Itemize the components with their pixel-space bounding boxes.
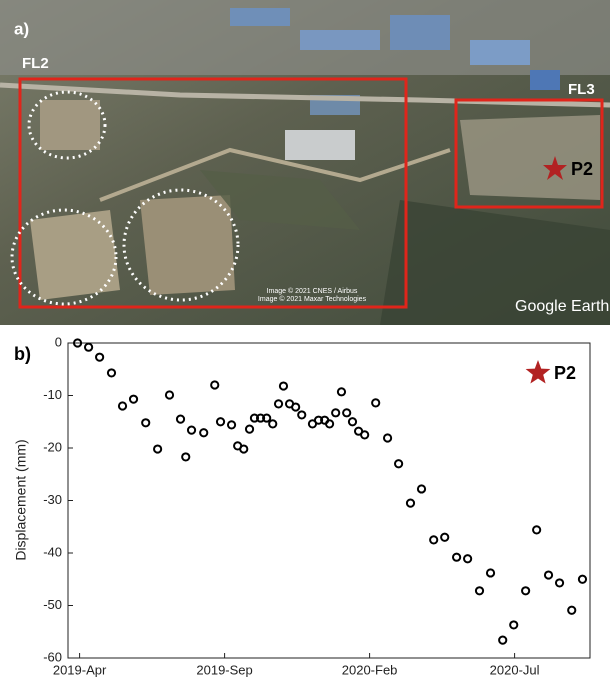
data-point — [200, 429, 207, 436]
data-point — [228, 421, 235, 428]
y-tick-label: -50 — [43, 597, 62, 612]
data-point — [96, 354, 103, 361]
data-point — [407, 500, 414, 507]
data-point — [292, 403, 299, 410]
x-tick-label: 2019-Sep — [196, 662, 252, 677]
data-point — [556, 579, 563, 586]
data-point — [476, 587, 483, 594]
data-point — [338, 388, 345, 395]
x-tick-label: 2020-Jul — [490, 662, 540, 677]
data-point — [142, 419, 149, 426]
data-point — [499, 637, 506, 644]
data-point — [85, 344, 92, 351]
data-point — [441, 534, 448, 541]
data-point — [372, 399, 379, 406]
data-point — [545, 571, 552, 578]
data-point — [217, 418, 224, 425]
y-tick-label: -30 — [43, 492, 62, 507]
y-tick-label: -40 — [43, 544, 62, 559]
data-point — [108, 369, 115, 376]
region-label: FL2 — [22, 55, 49, 72]
satellite-image — [0, 0, 610, 325]
data-point — [464, 555, 471, 562]
legend-marker — [526, 360, 551, 384]
data-point — [275, 400, 282, 407]
data-point — [349, 418, 356, 425]
data-point — [130, 396, 137, 403]
data-point — [361, 431, 368, 438]
data-point — [510, 621, 517, 628]
data-point — [343, 409, 350, 416]
data-point — [298, 411, 305, 418]
image-credit: Image © 2021 CNES / Airbus — [267, 287, 358, 295]
legend-label: P2 — [554, 363, 576, 383]
data-point — [246, 426, 253, 433]
y-tick-label: 0 — [55, 334, 62, 349]
y-axis-label: Displacement (mm) — [13, 439, 29, 560]
data-point — [166, 391, 173, 398]
watermark: Google Earth — [515, 298, 609, 315]
data-point — [211, 381, 218, 388]
data-point — [579, 576, 586, 583]
y-tick-label: -20 — [43, 439, 62, 454]
data-point — [533, 526, 540, 533]
x-tick-label: 2020-Feb — [342, 662, 398, 677]
data-point — [154, 445, 161, 452]
y-tick-label: -10 — [43, 387, 62, 402]
data-point — [418, 485, 425, 492]
data-point — [453, 554, 460, 561]
data-point — [119, 402, 126, 409]
panel-label: a) — [14, 19, 29, 38]
figure: a) FL2 FL3 P2 Image © 2021 CNES / Airbus… — [0, 0, 610, 679]
data-point — [332, 409, 339, 416]
data-point — [487, 569, 494, 576]
data-point — [384, 434, 391, 441]
point-label: P2 — [571, 159, 593, 179]
panel-label: b) — [14, 344, 31, 364]
x-tick-label: 2019-Apr — [53, 662, 107, 677]
data-point — [430, 536, 437, 543]
data-point — [188, 427, 195, 434]
data-point — [568, 607, 575, 614]
data-point — [240, 445, 247, 452]
region-label: FL3 — [568, 81, 595, 98]
data-point — [395, 460, 402, 467]
plot-frame — [68, 343, 590, 658]
data-point — [182, 453, 189, 460]
data-point — [269, 420, 276, 427]
image-credit: Image © 2021 Maxar Technologies — [258, 295, 367, 303]
data-point — [280, 382, 287, 389]
data-point — [522, 587, 529, 594]
data-point — [177, 416, 184, 423]
